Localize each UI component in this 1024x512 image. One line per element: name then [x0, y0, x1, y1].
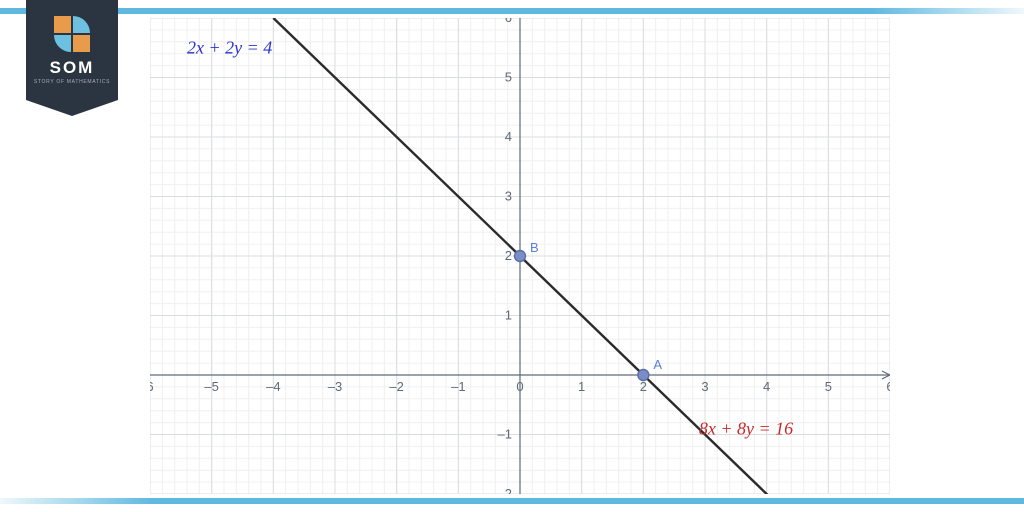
svg-text:3: 3 — [505, 189, 512, 204]
top-accent-bar — [0, 8, 1024, 14]
svg-text:4: 4 — [505, 129, 512, 144]
svg-text:–2: –2 — [498, 486, 512, 494]
svg-text:B: B — [530, 240, 539, 255]
svg-text:–1: –1 — [451, 379, 465, 394]
svg-text:1: 1 — [505, 308, 512, 323]
svg-text:A: A — [653, 357, 662, 372]
bottom-accent-bar — [0, 498, 1024, 504]
svg-text:3: 3 — [701, 379, 708, 394]
logo-icon — [54, 16, 90, 52]
logo-badge: SOM STORY OF MATHEMATICS — [26, 0, 118, 100]
svg-text:–1: –1 — [498, 427, 512, 442]
svg-text:–2: –2 — [389, 379, 403, 394]
coordinate-plane: 6 –5 –4 –3 –2 –1 0 1 2 3 4 5 6 –2 –1 1 2 3 4 5 6 B A 2x + 2y = … — [150, 18, 890, 494]
svg-text:6: 6 — [886, 379, 890, 394]
svg-text:2: 2 — [640, 379, 647, 394]
plot-svg: 6 –5 –4 –3 –2 –1 0 1 2 3 4 5 6 –2 –1 1 2 3 4 5 6 B A 2x + 2y = … — [150, 18, 890, 494]
logo-text: SOM — [50, 58, 95, 78]
svg-text:5: 5 — [825, 379, 832, 394]
svg-text:2: 2 — [505, 248, 512, 263]
svg-text:–4: –4 — [266, 379, 280, 394]
logo-subtext: STORY OF MATHEMATICS — [34, 79, 110, 85]
svg-text:2x + 2y = 4: 2x + 2y = 4 — [187, 38, 272, 58]
svg-text:6: 6 — [150, 379, 154, 394]
svg-text:5: 5 — [505, 70, 512, 85]
svg-text:8x + 8y = 16: 8x + 8y = 16 — [699, 419, 793, 439]
svg-text:6: 6 — [505, 18, 512, 25]
svg-text:–3: –3 — [328, 379, 342, 394]
svg-text:4: 4 — [763, 379, 770, 394]
svg-text:0: 0 — [516, 379, 523, 394]
svg-text:1: 1 — [578, 379, 585, 394]
svg-text:–5: –5 — [204, 379, 218, 394]
